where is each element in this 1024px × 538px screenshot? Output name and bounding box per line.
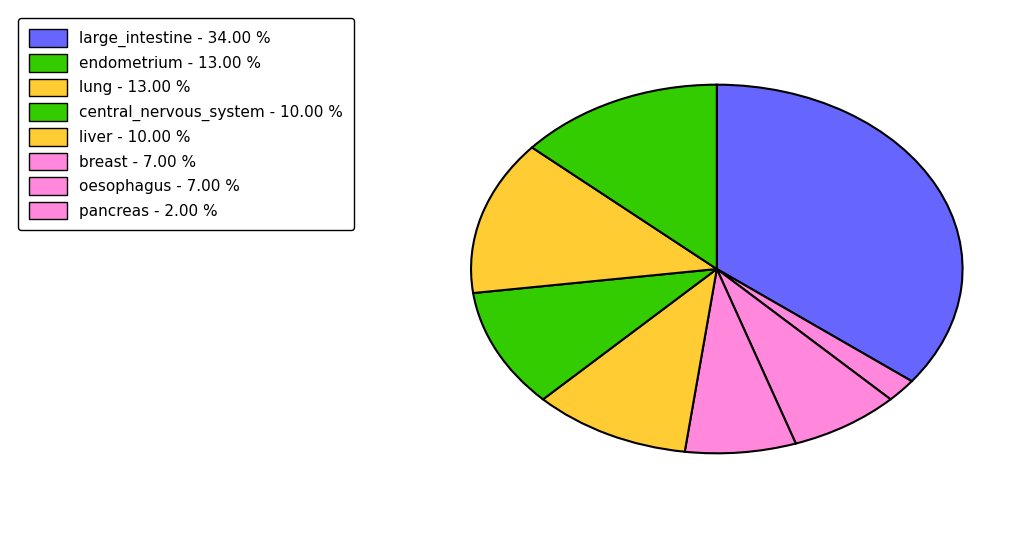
Wedge shape xyxy=(473,269,717,399)
Wedge shape xyxy=(717,269,911,399)
Wedge shape xyxy=(685,269,796,454)
Wedge shape xyxy=(717,269,891,443)
Legend: large_intestine - 34.00 %, endometrium - 13.00 %, lung - 13.00 %, central_nervou: large_intestine - 34.00 %, endometrium -… xyxy=(17,18,353,230)
Wedge shape xyxy=(717,84,963,381)
Wedge shape xyxy=(471,147,717,293)
Wedge shape xyxy=(543,269,717,452)
Wedge shape xyxy=(532,84,717,269)
